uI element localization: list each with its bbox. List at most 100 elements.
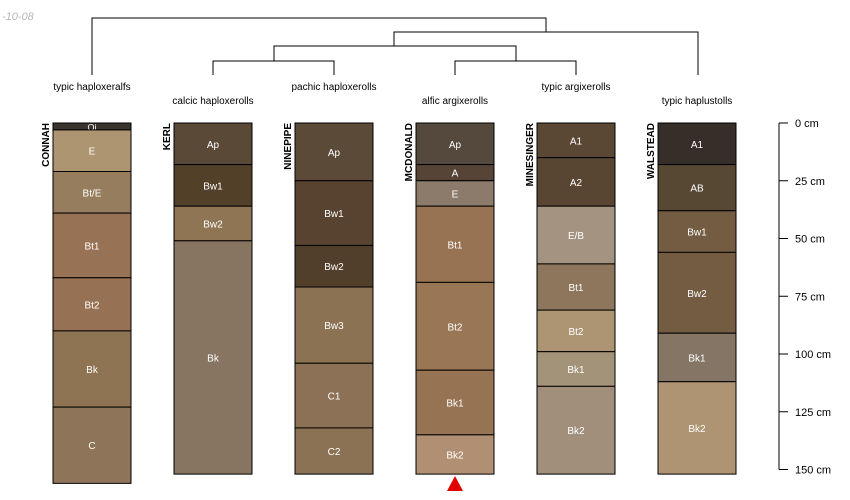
horizon-bt2 [536, 309, 616, 353]
horizon-label: Bk [207, 353, 220, 364]
horizon-e [415, 180, 495, 207]
horizon-bt1 [536, 263, 616, 311]
horizon-a2 [536, 157, 616, 207]
horizon-bk [173, 240, 253, 475]
profile-connah: Oi E Bt/E Bt1 Bt2 Bk C CONNAH typic haploxeralfs [41, 82, 132, 484]
horizon-bw1 [657, 210, 737, 253]
horizon-bk2 [536, 385, 616, 475]
dendrogram [91, 17, 699, 75]
horizon-label: Oi [88, 122, 97, 132]
horizon-bt1 [415, 205, 495, 283]
taxonomy-label: pachic haploxerolls [291, 82, 376, 93]
horizon-label: Bk1 [567, 365, 585, 376]
horizon-label: E [452, 189, 459, 200]
depth-tick-label: 0 cm [795, 118, 819, 130]
horizon-label: AB [690, 184, 704, 195]
horizon-a1 [536, 122, 616, 159]
horizon-label: E/B [568, 231, 584, 242]
horizon-label: C1 [328, 392, 341, 403]
horizon-label: Ap [328, 148, 341, 159]
depth-tick-label: 100 cm [795, 349, 831, 361]
horizon-label: Bw3 [324, 321, 344, 332]
horizon-bk1 [536, 351, 616, 387]
horizon-bw2 [294, 244, 374, 288]
horizon-ab [657, 164, 737, 212]
horizon-label: A [452, 169, 459, 180]
horizon-e [52, 129, 132, 173]
depth-tick-label: 75 cm [795, 291, 825, 303]
horizon-label: Bt/E [83, 188, 102, 199]
dendrogram-root-branch [91, 17, 547, 75]
horizon-label: Ap [449, 140, 462, 151]
profile-mcdonald: Ap AE Bt1 Bt2 Bk1 Bk2 MCDONALD alfic argixeroll… [404, 96, 495, 475]
profile-name: CONNAH [41, 123, 52, 167]
horizon-label: Bt1 [447, 240, 462, 251]
horizon-bw1 [173, 164, 253, 207]
date-label: -10-08 [2, 11, 35, 23]
horizon-ap [415, 122, 495, 166]
profile-name: MINESINGER [525, 122, 536, 186]
horizon-bt1 [52, 212, 132, 279]
horizon-label: Bw1 [324, 209, 344, 220]
horizon-label: C2 [328, 447, 341, 458]
horizon-bt2 [415, 281, 495, 371]
horizon-label: Bt1 [84, 241, 99, 252]
horizon-label: Ap [207, 140, 220, 151]
truncation-marker-icon [447, 476, 463, 491]
horizon-bt-e [52, 171, 132, 214]
horizon-label: Bw2 [203, 219, 223, 230]
depth-axis: 0 cm 25 cm 50 cm 75 cm 100 cm 125 cm 150 cm [778, 118, 831, 477]
horizon-label: Bw2 [687, 289, 707, 300]
horizon-e-b [536, 205, 616, 265]
horizon-label: Bk2 [688, 424, 706, 435]
taxonomy-label: alfic argixerolls [422, 96, 488, 107]
horizon-label: Bk [86, 365, 99, 376]
horizon-a1 [657, 122, 737, 166]
depth-tick-label: 25 cm [795, 176, 825, 188]
horizon-ap [173, 122, 253, 166]
dendrogram-branch-a [273, 31, 699, 75]
dendrogram-branch-c [394, 45, 517, 61]
dendrogram-branch-d [454, 60, 577, 75]
horizon-label: Bk1 [446, 399, 464, 410]
horizon-label: Bk2 [567, 426, 585, 437]
taxonomy-label: typic haplustolls [662, 96, 733, 107]
dendrogram-branch-b [212, 60, 335, 75]
horizon-label: Bt2 [84, 300, 99, 311]
horizon-label: E [89, 147, 96, 158]
horizon-label: Bw1 [687, 228, 707, 239]
profile-name: MCDONALD [404, 123, 415, 181]
horizon-bk1 [657, 332, 737, 383]
horizon-bk2 [415, 434, 495, 475]
taxonomy-label: calcic haploxerolls [172, 96, 253, 107]
horizon-bk1 [415, 369, 495, 436]
horizon-bw2 [657, 251, 737, 334]
horizon-label: Bw1 [203, 181, 223, 192]
horizon-label: Bk2 [446, 450, 464, 461]
taxonomy-label: typic haploxeralfs [53, 82, 130, 93]
horizon-c [52, 406, 132, 484]
horizon-label: Bt2 [568, 327, 583, 338]
horizon-bw1 [294, 180, 374, 246]
horizon-label: A2 [570, 178, 583, 189]
horizon-label: Bt2 [447, 322, 462, 333]
horizon-bw3 [294, 286, 374, 364]
depth-tick-label: 150 cm [795, 465, 831, 477]
horizon-label: Bt1 [568, 283, 583, 294]
profile-minesinger: A1 A2 E/B Bt1 Bt2 Bk1 Bk2 MINESINGER typic argix… [525, 82, 616, 475]
horizon-c2 [294, 427, 374, 475]
profile-name: KERL [162, 123, 173, 150]
profile-name: NINEPIPE [283, 123, 294, 170]
profile-name: WALSTEAD [646, 123, 657, 179]
horizon-bk2 [657, 381, 737, 475]
horizon-label: C [88, 441, 95, 452]
profiles-layer: Oi E Bt/E Bt1 Bt2 Bk C CONNAH typic haploxeralfs… [41, 82, 737, 484]
horizon-label: A1 [691, 140, 704, 151]
depth-tick-label: 50 cm [795, 234, 825, 246]
depth-tick-label: 125 cm [795, 407, 831, 419]
profile-ninepipe: Ap Bw1 Bw2 Bw3 C1 C2 NINEPIPE pachic haploxerol… [283, 82, 377, 475]
taxonomy-label: typic argixerolls [542, 82, 611, 93]
horizon-label: Bw2 [324, 262, 344, 273]
horizon-label: A1 [570, 136, 583, 147]
